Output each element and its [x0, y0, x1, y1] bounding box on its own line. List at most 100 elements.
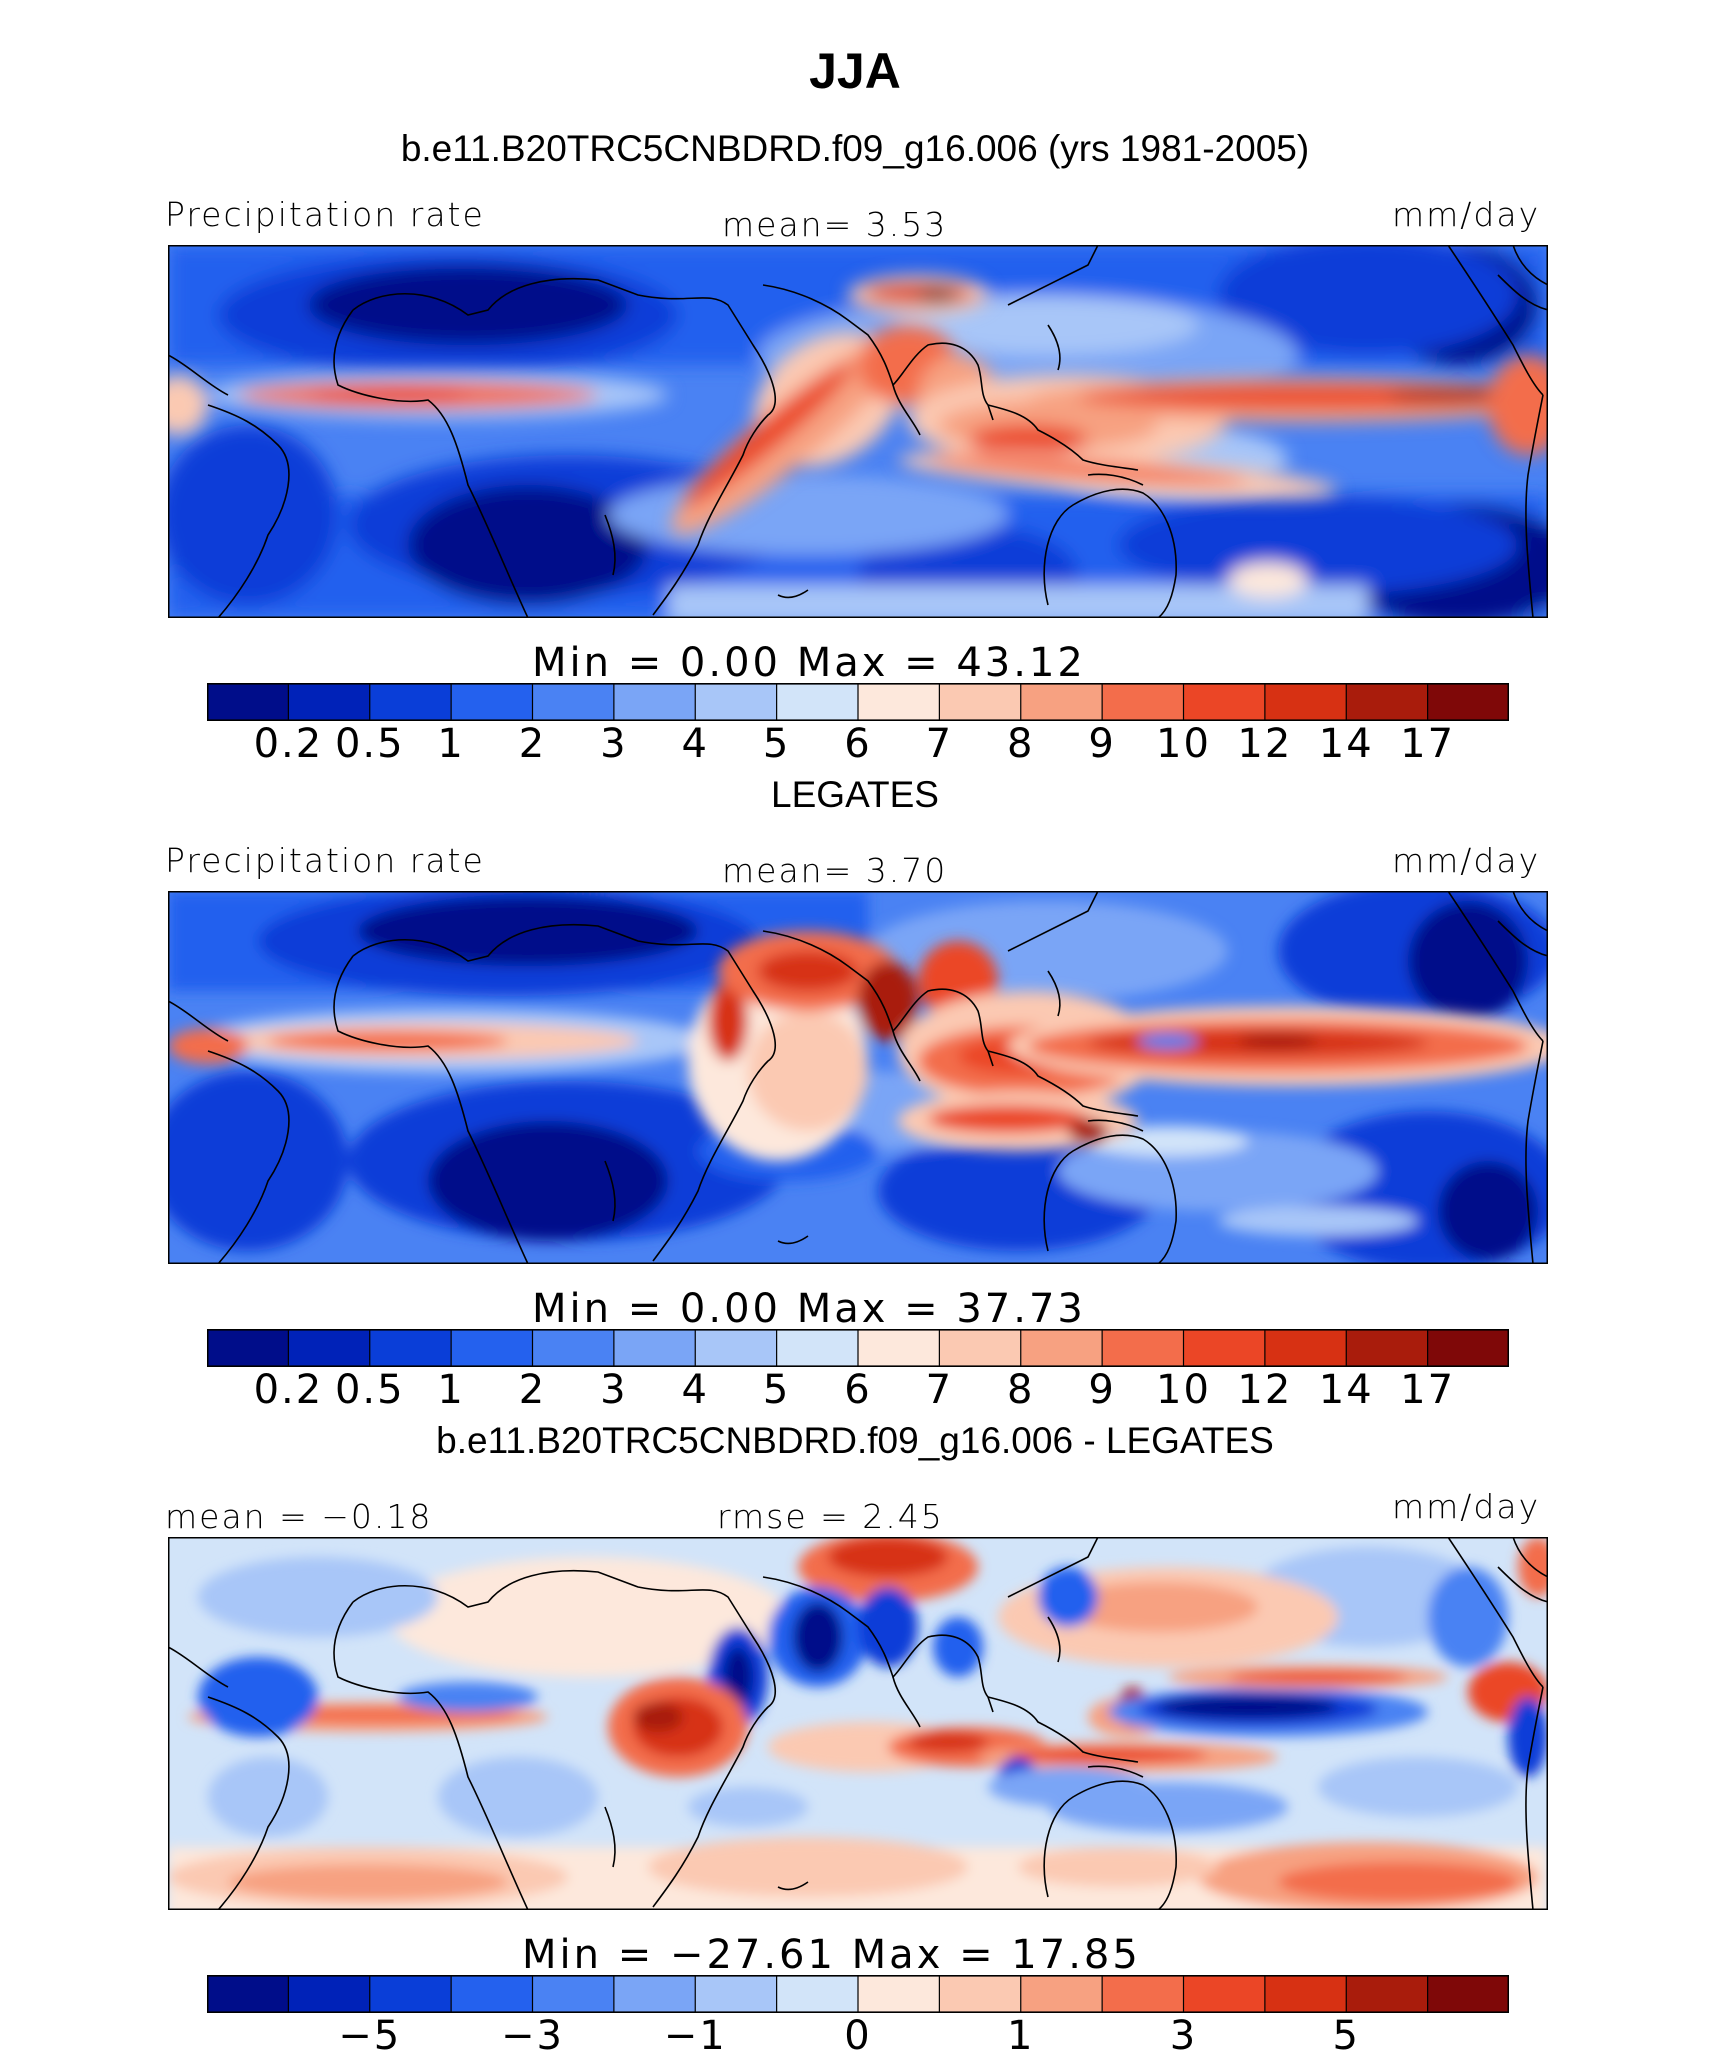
colorbar-frame	[207, 1975, 1509, 2013]
colorbar-swatch	[1345, 683, 1429, 721]
colorbar-tick-label: 5	[762, 721, 791, 767]
colorbar-tick-label: 17	[1400, 721, 1456, 767]
panel-1-colorbar	[207, 683, 1509, 721]
colorbar-swatch	[857, 683, 941, 721]
colorbar-swatch	[694, 1975, 778, 2013]
colorbar-tick-label: 9	[1088, 721, 1116, 767]
colorbar-swatch	[450, 1329, 534, 1367]
colorbar-tick-label: 6	[844, 721, 872, 767]
colorbar-swatch	[450, 1975, 534, 2013]
colorbar-swatch	[287, 1975, 371, 2013]
colorbar-swatch	[207, 683, 290, 721]
panel-3-rmse-label: rmse = 2.45	[717, 1497, 944, 1536]
colorbar-swatch	[1427, 1329, 1509, 1367]
panel-2-variable-label: Precipitation rate	[165, 841, 485, 880]
colorbar-tick-label: 4	[681, 721, 709, 767]
colorbar-tick-label: 8	[1007, 721, 1035, 767]
colorbar-tick-label: 2	[518, 721, 547, 767]
panel-3-minmax: Min = −27.61 Max = 17.85	[522, 1932, 1141, 1978]
colorbar-swatch	[938, 1329, 1022, 1367]
colorbar-swatch	[369, 1329, 453, 1367]
colorbar-tick-label: 1	[437, 721, 465, 767]
colorbar-tick-label: −1	[663, 2013, 727, 2059]
colorbar-frame	[207, 683, 1509, 721]
colorbar-swatch	[1264, 1975, 1348, 2013]
colorbar-frame	[207, 1329, 1509, 1367]
panel-1-minmax: Min = 0.00 Max = 43.12	[532, 640, 1086, 686]
panel-1-heading: b.e11.B20TRC5CNBDRD.f09_g16.006 (yrs 198…	[400, 128, 1310, 169]
colorbar-swatch	[1020, 683, 1104, 721]
colorbar-swatch	[531, 1329, 615, 1367]
colorbar-tick-label: 0.2	[253, 1367, 324, 1413]
panel-2-heading: LEGATES	[771, 774, 939, 815]
colorbar-tick-label: 12	[1237, 1367, 1293, 1413]
colorbar-tick-label: 8	[1007, 1367, 1035, 1413]
colorbar-tick-label: 7	[925, 721, 954, 767]
colorbar-tick-label: 14	[1318, 1367, 1374, 1413]
colorbar-swatch	[938, 1975, 1022, 2013]
panel-3-heading: b.e11.B20TRC5CNBDRD.f09_g16.006 - LEGATE…	[436, 1420, 1274, 1461]
colorbar-swatch	[613, 1975, 697, 2013]
colorbar-tick-label: 7	[925, 1367, 954, 1413]
colorbar-tick-label: −3	[501, 2013, 564, 2059]
colorbar-tick-label: 1	[437, 1367, 465, 1413]
colorbar-tick-label: 5	[1332, 2013, 1360, 2059]
colorbar-swatch	[1182, 1329, 1266, 1367]
panel-3-units-label: mm/day	[1392, 1487, 1541, 1526]
colorbar-swatch	[1182, 683, 1266, 721]
colorbar-swatch	[776, 1975, 860, 2013]
colorbar-swatch	[613, 683, 697, 721]
colorbar-tick-label: 0.5	[334, 721, 405, 767]
colorbar-swatch	[287, 1329, 371, 1367]
colorbar-swatch	[694, 683, 778, 721]
panel-2-colorbar	[207, 1329, 1509, 1367]
colorbar-tick-label: −5	[338, 2013, 402, 2059]
colorbar-tick-label: 3	[600, 1367, 628, 1413]
colorbar-swatch	[776, 683, 860, 721]
panel-3-mean-label: mean = −0.18	[165, 1497, 433, 1536]
colorbar-swatch	[287, 683, 371, 721]
panel-2-minmax: Min = 0.00 Max = 37.73	[532, 1286, 1086, 1332]
colorbar-swatch	[1020, 1329, 1104, 1367]
colorbar-swatch	[1020, 1975, 1104, 2013]
colorbar-tick-label: 10	[1156, 1367, 1211, 1413]
colorbar-swatch	[613, 1329, 697, 1367]
colorbar-swatch	[369, 1975, 453, 2013]
colorbar-swatch	[1264, 1329, 1348, 1367]
colorbar-tick-label: 4	[681, 1367, 709, 1413]
panel-3-difference-map	[168, 1537, 1548, 1910]
colorbar-swatch	[694, 1329, 778, 1367]
colorbar-swatch	[1427, 1975, 1509, 2013]
colorbar-swatch	[207, 1329, 290, 1367]
panel-1-mean-label: mean= 3.53	[722, 205, 948, 244]
colorbar-tick-label: 9	[1088, 1367, 1116, 1413]
panel-1-units-label: mm/day	[1392, 195, 1541, 234]
colorbar-tick-label: 1	[1007, 2013, 1035, 2059]
colorbar-swatch	[857, 1975, 941, 2013]
colorbar-swatch	[450, 683, 534, 721]
figure-title: JJA	[809, 43, 901, 99]
colorbar-swatch	[776, 1329, 860, 1367]
panel-2-units-label: mm/day	[1392, 841, 1541, 880]
colorbar-swatch	[1101, 1975, 1185, 2013]
colorbar-tick-label: 2	[518, 1367, 547, 1413]
colorbar-swatch	[1101, 1329, 1185, 1367]
colorbar-swatch	[369, 683, 453, 721]
colorbar-swatch	[1264, 683, 1348, 721]
colorbar-tick-label: 5	[762, 1367, 791, 1413]
colorbar-swatch	[1345, 1329, 1429, 1367]
colorbar-tick-label: 0.2	[253, 721, 324, 767]
colorbar-tick-label: 3	[1169, 2013, 1198, 2059]
colorbar-tick-label: 6	[844, 1367, 872, 1413]
colorbar-tick-label: 10	[1156, 721, 1211, 767]
colorbar-tick-label: 14	[1318, 721, 1374, 767]
colorbar-swatch	[857, 1329, 941, 1367]
panel-2-mean-label: mean= 3.70	[722, 851, 948, 890]
colorbar-swatch	[1345, 1975, 1429, 2013]
colorbar-swatch	[1101, 683, 1185, 721]
colorbar-swatch	[531, 1975, 615, 2013]
colorbar-swatch	[531, 683, 615, 721]
colorbar-swatch	[1182, 1975, 1266, 2013]
colorbar-swatch	[207, 1975, 290, 2013]
